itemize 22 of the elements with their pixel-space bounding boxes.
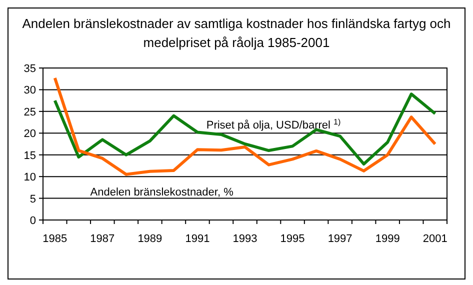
x-tick-label: 1997: [328, 233, 352, 245]
series-label: Priset på olja, USD/barrel $^{1)}$: [206, 117, 341, 132]
y-tick-label: 10: [24, 172, 36, 184]
chart-title: Andelen bränslekostnader av samtliga kostnader hos finländska fartyg och medelpriset på råolja 1985-2001: [22, 16, 451, 50]
y-tick-label: 0: [30, 215, 36, 227]
y-tick-label: 5: [30, 193, 36, 206]
y-tick-label: 35: [24, 63, 36, 75]
line-series: [53, 76, 437, 176]
x-tick-label: 1985: [42, 233, 68, 245]
y-tick-label: 20: [24, 128, 36, 140]
x-tick-label: 1993: [232, 233, 258, 245]
y-tick-label: 30: [24, 84, 36, 97]
y-tick-label: 15: [24, 150, 36, 162]
x-tick-label: 1987: [90, 233, 115, 245]
y-tick-label: 25: [24, 106, 36, 118]
line-series: [53, 92, 437, 166]
x-tick-label: 1999: [375, 233, 400, 245]
x-tick-label: 1995: [280, 233, 305, 245]
series-label: Andelen bränslekostnader, %: [90, 186, 234, 198]
x-tick-label: 2001: [422, 233, 448, 245]
x-tick-label: 1989: [138, 233, 162, 245]
x-tick-label: 1991: [185, 233, 210, 245]
